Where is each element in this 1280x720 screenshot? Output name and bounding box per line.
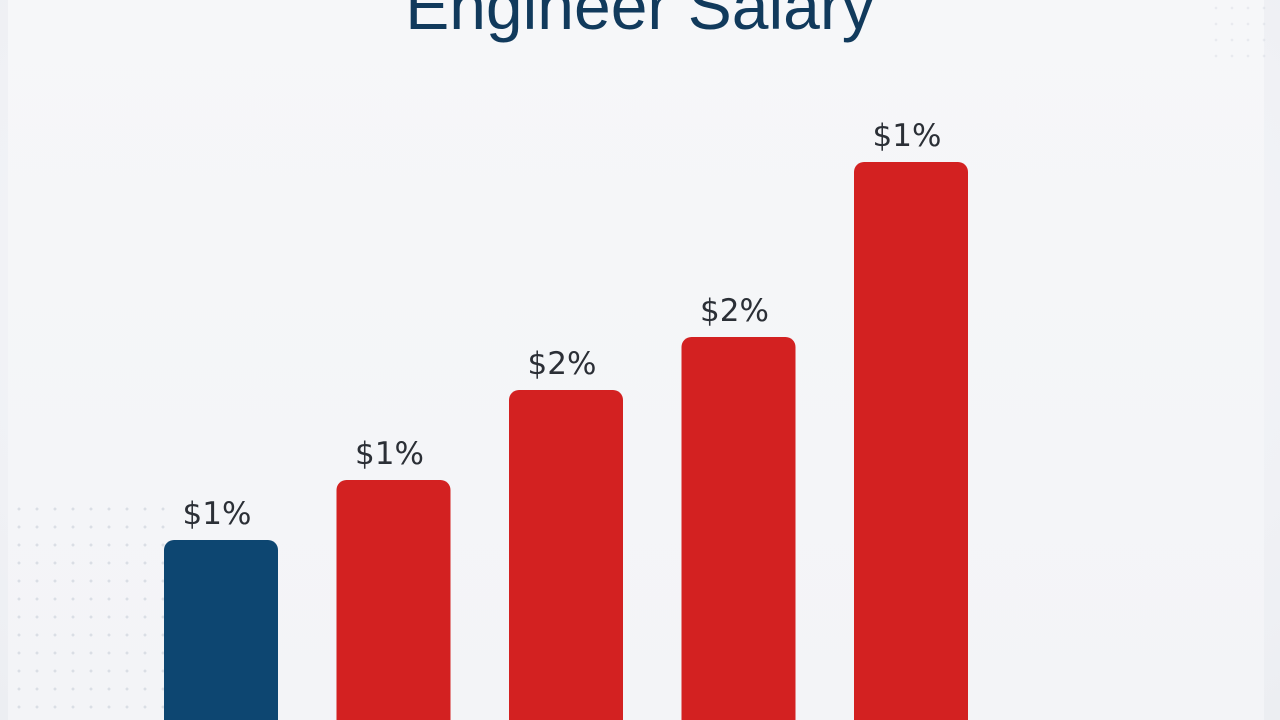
bar-value-label-2: $1%	[355, 436, 424, 472]
bar-value-label-4: $2%	[700, 293, 769, 329]
data-label-group: $1% $1% $2% $2% $1%	[183, 118, 942, 532]
bar-1	[164, 540, 278, 720]
bar-value-label-3: $2%	[528, 346, 597, 382]
bar-3	[509, 390, 623, 720]
dot-pattern-decoration	[10, 500, 170, 720]
dot-pattern-decoration-right	[1208, 0, 1268, 60]
bar-2	[336, 480, 451, 720]
bar-value-label-1: $1%	[183, 496, 252, 532]
chart-title: Engineer Salary	[405, 0, 875, 43]
bar-4	[681, 337, 796, 720]
bar-value-label-5: $1%	[873, 118, 942, 154]
bar-5	[854, 162, 968, 720]
bar-group	[164, 162, 968, 720]
